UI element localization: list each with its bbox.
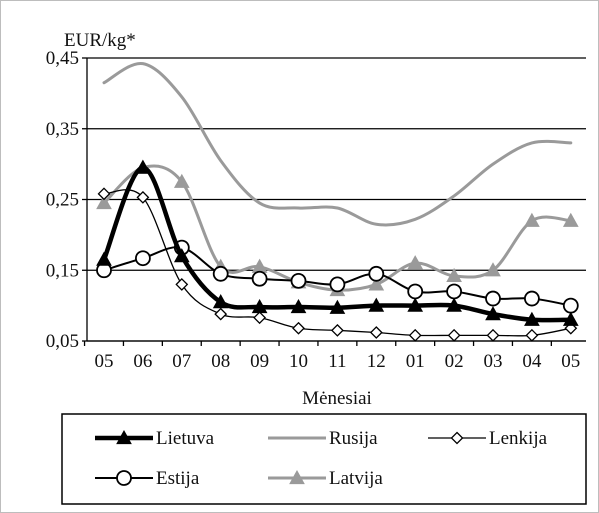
legend-item-lietuva: Lietuva bbox=[95, 428, 215, 449]
legend-label-estija: Estija bbox=[156, 468, 200, 489]
data-point-estija bbox=[524, 290, 540, 307]
data-point-latvija bbox=[524, 212, 540, 227]
x-tick-label: 07 bbox=[172, 351, 191, 372]
series-line-rusija bbox=[102, 62, 573, 227]
data-point-lietuva bbox=[329, 299, 346, 314]
y-tick-label: 0,05 bbox=[46, 331, 79, 352]
data-point-estija bbox=[407, 283, 424, 300]
legend-label-lietuva: Lietuva bbox=[156, 428, 215, 449]
data-point-lietuva bbox=[290, 299, 307, 314]
data-point-estija bbox=[485, 290, 501, 307]
series-lietuva bbox=[96, 159, 579, 326]
data-point-lietuva bbox=[562, 311, 579, 326]
data-point-lenkija bbox=[136, 190, 150, 204]
y-tick-label: 0,15 bbox=[46, 260, 79, 281]
data-point-latvija bbox=[96, 195, 112, 210]
data-point-estija bbox=[562, 297, 579, 314]
data-point-lietuva bbox=[212, 294, 229, 309]
series-line-estija bbox=[103, 246, 572, 307]
data-point-estija bbox=[368, 265, 385, 282]
data-point-lietuva bbox=[368, 297, 385, 312]
series-layer bbox=[96, 62, 579, 342]
legend-label-lenkija: Lenkija bbox=[489, 428, 548, 449]
data-point-lietuva bbox=[135, 159, 151, 174]
series-rusija bbox=[102, 62, 573, 227]
x-tick-label: 05 bbox=[95, 351, 114, 372]
x-tick-labels: 05 06 07 08 09 10 11 12 01 02 03 04 05 bbox=[95, 351, 581, 372]
x-tick-label: 10 bbox=[289, 351, 308, 372]
data-point-lietuva bbox=[251, 299, 268, 314]
data-point-lenkija bbox=[369, 326, 383, 339]
x-tick-label: 11 bbox=[328, 351, 346, 372]
data-point-lietuva bbox=[407, 297, 424, 312]
data-point-latvija bbox=[173, 173, 190, 188]
legend-marker-latvija bbox=[289, 469, 305, 485]
data-point-lietuva bbox=[524, 311, 540, 326]
series-lenkija bbox=[97, 187, 578, 342]
data-point-lenkija bbox=[447, 328, 461, 342]
y-tick-labels: 0,05 0,15 0,25 0,35 0,45 bbox=[46, 48, 79, 352]
data-point-estija bbox=[329, 276, 346, 293]
legend-marker-lietuva bbox=[116, 429, 132, 445]
series-line-latvija bbox=[102, 164, 573, 292]
data-point-estija bbox=[446, 283, 463, 300]
y-tick-label: 0,35 bbox=[46, 119, 79, 140]
data-point-estija bbox=[134, 250, 151, 267]
data-point-lenkija bbox=[486, 328, 500, 342]
x-tick-label: 02 bbox=[445, 351, 464, 372]
legend-item-estija: Estija bbox=[95, 468, 200, 489]
data-point-estija bbox=[290, 272, 307, 289]
x-tick-label: 09 bbox=[250, 351, 269, 372]
legend-item-latvija: Latvija bbox=[268, 468, 383, 489]
legend-item-lenkija: Lenkija bbox=[428, 428, 548, 449]
legend-marker-estija bbox=[116, 470, 132, 486]
data-point-latvija bbox=[446, 267, 462, 283]
data-point-lenkija bbox=[214, 307, 228, 321]
legend-item-rusija: Rusija bbox=[268, 428, 378, 449]
data-point-lietuva bbox=[96, 251, 112, 266]
data-point-lenkija bbox=[175, 277, 189, 291]
data-point-latvija bbox=[485, 262, 501, 277]
series-estija bbox=[96, 239, 579, 314]
legend-marker-lenkija bbox=[450, 431, 464, 445]
x-tick-label: 06 bbox=[133, 351, 152, 372]
data-point-estija bbox=[212, 265, 229, 282]
x-tick-label: 03 bbox=[484, 351, 503, 372]
data-point-estija bbox=[251, 270, 268, 287]
data-point-lenkija bbox=[408, 328, 422, 342]
data-point-lenkija bbox=[525, 328, 539, 342]
x-tick-label: 12 bbox=[367, 351, 386, 372]
x-tick-label: 04 bbox=[522, 351, 542, 372]
legend-box bbox=[61, 413, 587, 505]
x-tick-label: 01 bbox=[406, 351, 425, 372]
data-point-lietuva bbox=[173, 248, 190, 263]
data-point-lenkija bbox=[253, 311, 267, 325]
y-tick-label: 0,25 bbox=[46, 190, 79, 211]
y-tick-label: 0,45 bbox=[46, 48, 79, 69]
x-tick-label: 05 bbox=[561, 351, 580, 372]
data-point-lietuva bbox=[485, 306, 501, 321]
data-point-lenkija bbox=[330, 323, 344, 337]
y-axis-label: EUR/kg* bbox=[64, 30, 136, 51]
data-point-lietuva bbox=[446, 297, 462, 312]
axes bbox=[82, 57, 586, 346]
data-point-latvija bbox=[407, 255, 424, 270]
data-point-lenkija bbox=[292, 321, 305, 335]
x-axis-label: Mėnesiai bbox=[302, 388, 372, 409]
data-point-latvija bbox=[562, 212, 579, 227]
x-tick-label: 08 bbox=[211, 351, 230, 372]
legend: Lietuva Rusija Lenkija Estija Latvija bbox=[95, 428, 548, 489]
data-point-latvija bbox=[368, 276, 385, 291]
legend-label-rusija: Rusija bbox=[329, 428, 378, 449]
legend-label-latvija: Latvija bbox=[329, 468, 383, 489]
data-point-lenkija bbox=[97, 187, 111, 201]
